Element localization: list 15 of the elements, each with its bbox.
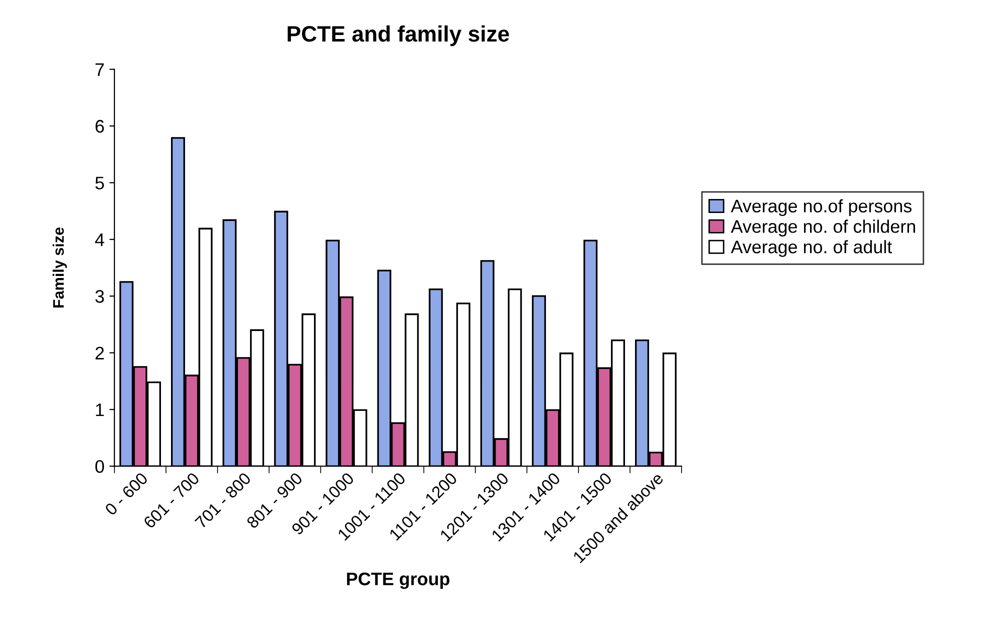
y-tick-label: 7: [96, 63, 104, 76]
x-axis-title: PCTE group: [347, 572, 450, 589]
y-tick-label: 5: [95, 176, 104, 190]
y-tick-label: 0: [95, 460, 104, 473]
y-tick-label: 2: [96, 346, 104, 360]
y-tick-label: 4: [95, 234, 104, 246]
x-tick-label: 0 - 600: [104, 472, 148, 516]
legend-label: Average no. of adult: [730, 240, 892, 257]
y-tick-label: 1: [96, 404, 104, 416]
chart-title: PCTE and family size: [288, 25, 510, 46]
y-tick-label: 6: [96, 120, 104, 133]
legend-label: Average no.of persons: [730, 199, 912, 216]
legend-label: Average no. of childern: [730, 220, 916, 236]
y-tick-label: 3: [95, 290, 104, 303]
y-axis-title: Family size: [52, 228, 67, 308]
